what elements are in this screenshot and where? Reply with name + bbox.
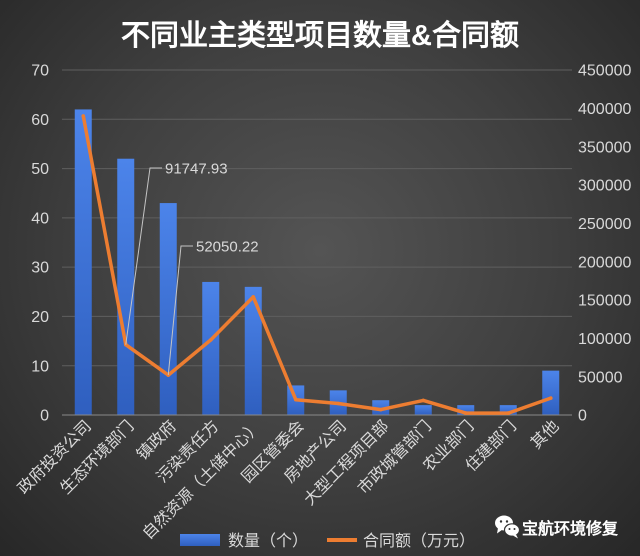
y-left-tick-label: 10	[31, 358, 49, 375]
amount-point-4	[208, 338, 213, 342]
amount-point-6	[293, 397, 298, 402]
watermark: 宝航环境修复	[495, 515, 619, 539]
wechat-bubble-tail	[513, 534, 518, 539]
y-left-tick-label: 60	[31, 112, 49, 129]
amount-point-5	[251, 295, 256, 299]
amount-data-label: 52050.22	[196, 238, 259, 255]
gridlines	[62, 69, 572, 367]
legend-item-count: 数量（个）	[180, 532, 308, 550]
wechat-eye	[499, 520, 503, 523]
count-bar-10	[457, 405, 475, 415]
wechat-bubble-small	[503, 523, 521, 537]
y-left-tick-label: 50	[31, 161, 49, 178]
count-bar-1	[74, 109, 92, 415]
x-tick-label: 生态环境部门	[56, 416, 137, 497]
x-tick-label: 市政城管部门	[354, 417, 435, 498]
y-right-tick-label: 450000	[578, 63, 631, 80]
amount-point-11	[506, 411, 511, 415]
count-bar-3	[159, 203, 177, 415]
leader-line	[125, 167, 162, 345]
y-right-tick-label: 200000	[578, 254, 631, 271]
legend-swatch-bar	[180, 534, 220, 546]
amount-point-9	[421, 398, 426, 403]
y-right-tick-label: 400000	[578, 101, 631, 118]
chart-title: 不同业主类型项目数量&合同额	[121, 19, 519, 52]
legend-label-count: 数量（个）	[228, 532, 308, 550]
amount-point-8	[378, 407, 383, 412]
x-tick-label: 其他	[527, 417, 562, 452]
leader-line	[167, 245, 193, 376]
y-right-tick-label: 0	[578, 408, 587, 425]
amount-point-7	[336, 401, 341, 406]
amount-point-3	[166, 373, 171, 377]
y-left-tick-label: 20	[31, 309, 49, 326]
count-bar-12	[542, 370, 560, 415]
wechat-eye	[513, 528, 516, 530]
y-right-tick-label: 300000	[578, 178, 631, 195]
y-right-tick-label: 350000	[578, 139, 631, 156]
y-left-tick-label: 0	[40, 408, 49, 425]
count-bar-4	[202, 281, 220, 415]
legend-label-amount: 合同额（万元）	[363, 532, 475, 550]
y-right-tick-label: 50000	[578, 369, 623, 386]
data-labels: 91747.93 52050.22	[125, 160, 259, 376]
x-tick-label: 政府投资公司	[14, 417, 95, 498]
amount-point-12	[548, 396, 553, 400]
amount-data-label: 91747.93	[165, 160, 228, 177]
count-bar-5	[244, 286, 262, 415]
amount-series	[81, 114, 553, 415]
axes: 0 10 20 30 40 50 60 70 0 50000 100000 150000 200000 2…	[14, 63, 631, 543]
amount-point-1	[81, 114, 86, 118]
wechat-icon	[495, 515, 521, 539]
legend-item-amount: 合同额（万元）	[327, 532, 475, 550]
y-right-tick-label: 150000	[578, 293, 631, 310]
wechat-bubble-tail	[497, 528, 503, 534]
y-left-tick-label: 70	[31, 63, 49, 80]
amount-point-10	[463, 411, 468, 415]
count-bar-9	[414, 405, 432, 415]
amount-line	[81, 114, 553, 415]
legend: 数量（个） 合同额（万元）	[180, 532, 475, 550]
y-right-tick-label: 250000	[578, 216, 631, 233]
count-bars	[74, 109, 560, 415]
y-right-tick-label: 100000	[578, 331, 631, 348]
count-bar-8	[372, 400, 390, 415]
wechat-eye	[505, 520, 509, 523]
y-left-tick-label: 30	[31, 260, 49, 277]
count-bar-2	[117, 158, 135, 415]
wechat-eye	[508, 528, 511, 530]
y-left-tick-label: 40	[31, 210, 49, 227]
watermark-text: 宝航环境修复	[522, 519, 619, 538]
count-bar-11	[499, 405, 517, 415]
